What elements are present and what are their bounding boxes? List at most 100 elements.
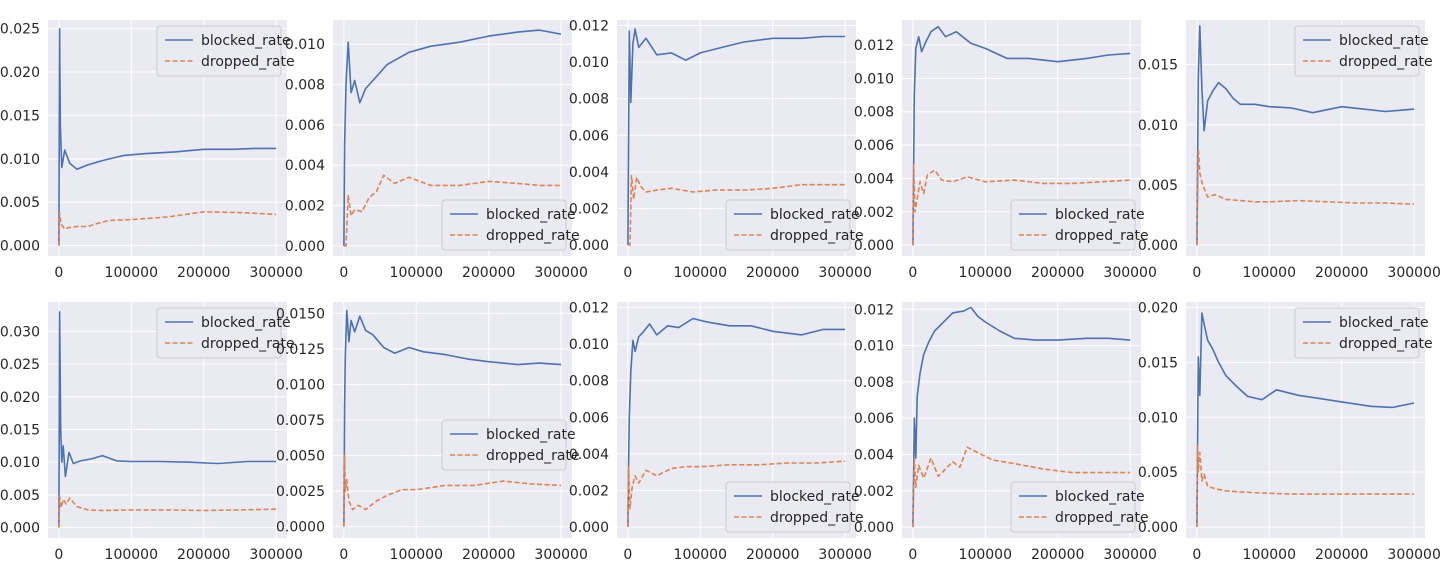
y-tick-label: 0.004 bbox=[854, 171, 894, 187]
y-tick-label: 0.008 bbox=[569, 374, 609, 390]
x-tick-label: 0 bbox=[908, 547, 917, 563]
legend: blocked_rate dropped_rate bbox=[1294, 307, 1433, 359]
series-line-dropped-rate bbox=[627, 174, 846, 246]
y-tick-label: 0.020 bbox=[0, 390, 40, 406]
legend: blocked_rate dropped_rate bbox=[156, 25, 295, 77]
y-tick-label: 0.010 bbox=[1138, 410, 1178, 426]
subplot-1-2: 0.000 0.002 0.004 0.006 0.008 0.010 0.012 0 1000… bbox=[569, 300, 872, 563]
y-tick-label: 0.025 bbox=[0, 22, 40, 38]
legend-label-dropped-rate: dropped_rate bbox=[201, 336, 295, 352]
y-tick-label: 0.004 bbox=[569, 165, 609, 181]
series-line-blocked-rate bbox=[343, 29, 562, 246]
legend-label-blocked-rate: blocked_rate bbox=[770, 207, 860, 223]
x-tick-label: 300000 bbox=[1387, 547, 1440, 563]
y-tick-label: 0.0025 bbox=[276, 484, 325, 500]
legend-label-dropped-rate: dropped_rate bbox=[486, 448, 580, 464]
y-tick-label: 0.025 bbox=[0, 357, 40, 373]
y-tick-label: 0.015 bbox=[1138, 58, 1178, 74]
y-tick-label: 0.000 bbox=[854, 520, 894, 536]
x-tick-label: 100000 bbox=[959, 265, 1012, 281]
y-tick-label: 0.0100 bbox=[276, 377, 325, 393]
legend-box bbox=[1010, 199, 1136, 251]
legend-label-dropped-rate: dropped_rate bbox=[1055, 228, 1149, 244]
y-tick-label: 0.0125 bbox=[276, 342, 325, 358]
y-tick-label: 0.000 bbox=[1138, 520, 1178, 536]
x-tick-label: 100000 bbox=[105, 265, 158, 281]
y-tick-label: 0.006 bbox=[569, 128, 609, 144]
x-tick-label: 200000 bbox=[1031, 265, 1084, 281]
series-line-dropped-rate bbox=[627, 460, 846, 528]
series-line-dropped-rate bbox=[1196, 148, 1415, 246]
legend-box bbox=[725, 481, 851, 533]
legend: blocked_rate dropped_rate bbox=[156, 307, 295, 359]
y-tick-label: 0.010 bbox=[854, 71, 894, 87]
subplot-1-4: 0.000 0.005 0.010 0.015 0.020 0 100000 200000 30… bbox=[1138, 300, 1440, 563]
y-tick-label: 0.002 bbox=[854, 205, 894, 221]
series-line-blocked-rate bbox=[1196, 25, 1415, 246]
y-tick-label: 0.005 bbox=[1138, 178, 1178, 194]
y-tick-label: 0.005 bbox=[0, 195, 40, 211]
y-tick-label: 0.008 bbox=[569, 92, 609, 108]
x-tick-label: 300000 bbox=[534, 265, 587, 281]
y-tick-label: 0.012 bbox=[569, 18, 609, 34]
series-line-blocked-rate bbox=[1196, 312, 1415, 528]
legend-label-dropped-rate: dropped_rate bbox=[1055, 510, 1149, 526]
legend-box bbox=[1294, 25, 1420, 77]
legend-box bbox=[441, 419, 567, 471]
y-tick-label: 0.0075 bbox=[276, 413, 325, 429]
y-tick-label: 0.002 bbox=[569, 483, 609, 499]
y-tick-label: 0.006 bbox=[854, 138, 894, 154]
y-tick-label: 0.005 bbox=[1138, 465, 1178, 481]
series-line-blocked-rate bbox=[912, 306, 1131, 528]
y-tick-label: 0.012 bbox=[854, 38, 894, 54]
series-line-blocked-rate bbox=[343, 309, 562, 527]
y-tick-label: 0.015 bbox=[0, 422, 40, 438]
y-tick-label: 0.002 bbox=[569, 201, 609, 217]
x-tick-label: 200000 bbox=[177, 265, 230, 281]
y-tick-label: 0.010 bbox=[285, 37, 325, 53]
subplot-0-4: 0.000 0.005 0.010 0.015 0 100000 200000 300000 b… bbox=[1138, 20, 1440, 281]
y-tick-label: 0.006 bbox=[854, 411, 894, 427]
legend: blocked_rate dropped_rate bbox=[1294, 25, 1433, 77]
y-tick-label: 0.012 bbox=[854, 302, 894, 318]
subplot-0-2: 0.000 0.002 0.004 0.006 0.008 0.010 0.012 0 1000… bbox=[569, 18, 872, 281]
legend-label-dropped-rate: dropped_rate bbox=[1339, 54, 1433, 70]
subplot-0-1: 0.000 0.002 0.004 0.006 0.008 0.010 0 100000 200… bbox=[285, 20, 588, 281]
legend-label-dropped-rate: dropped_rate bbox=[201, 54, 295, 70]
legend-label-dropped-rate: dropped_rate bbox=[770, 510, 864, 526]
y-tick-label: 0.015 bbox=[0, 108, 40, 124]
x-tick-label: 200000 bbox=[1031, 547, 1084, 563]
y-tick-label: 0.0050 bbox=[276, 449, 325, 465]
subplot-1-3: 0.000 0.002 0.004 0.006 0.008 0.010 0.012 0 1000… bbox=[854, 302, 1157, 563]
y-tick-label: 0.010 bbox=[569, 55, 609, 71]
legend-label-blocked-rate: blocked_rate bbox=[201, 33, 291, 49]
x-tick-label: 300000 bbox=[534, 547, 587, 563]
y-tick-label: 0.000 bbox=[0, 521, 40, 537]
y-tick-label: 0.008 bbox=[854, 105, 894, 121]
x-tick-label: 100000 bbox=[674, 265, 727, 281]
legend-box bbox=[441, 199, 567, 251]
legend-label-blocked-rate: blocked_rate bbox=[1055, 207, 1145, 223]
x-tick-label: 300000 bbox=[1103, 547, 1156, 563]
series-line-blocked-rate bbox=[58, 310, 277, 528]
x-tick-label: 0 bbox=[339, 547, 348, 563]
y-tick-label: 0.015 bbox=[1138, 355, 1178, 371]
x-tick-label: 200000 bbox=[462, 547, 515, 563]
series-line-dropped-rate bbox=[58, 211, 277, 246]
x-tick-label: 200000 bbox=[746, 547, 799, 563]
x-tick-label: 0 bbox=[54, 265, 63, 281]
legend: blocked_rate dropped_rate bbox=[725, 481, 864, 533]
x-tick-label: 100000 bbox=[674, 547, 727, 563]
y-tick-label: 0.010 bbox=[0, 455, 40, 471]
series-line-dropped-rate bbox=[58, 495, 277, 528]
x-tick-label: 100000 bbox=[1243, 265, 1296, 281]
x-tick-label: 0 bbox=[908, 265, 917, 281]
y-tick-label: 0.002 bbox=[285, 199, 325, 215]
y-tick-label: 0.0150 bbox=[276, 306, 325, 322]
y-tick-label: 0.008 bbox=[854, 375, 894, 391]
y-tick-label: 0.008 bbox=[285, 78, 325, 94]
y-tick-label: 0.000 bbox=[569, 238, 609, 254]
y-tick-label: 0.030 bbox=[0, 324, 40, 340]
x-tick-label: 0 bbox=[339, 265, 348, 281]
